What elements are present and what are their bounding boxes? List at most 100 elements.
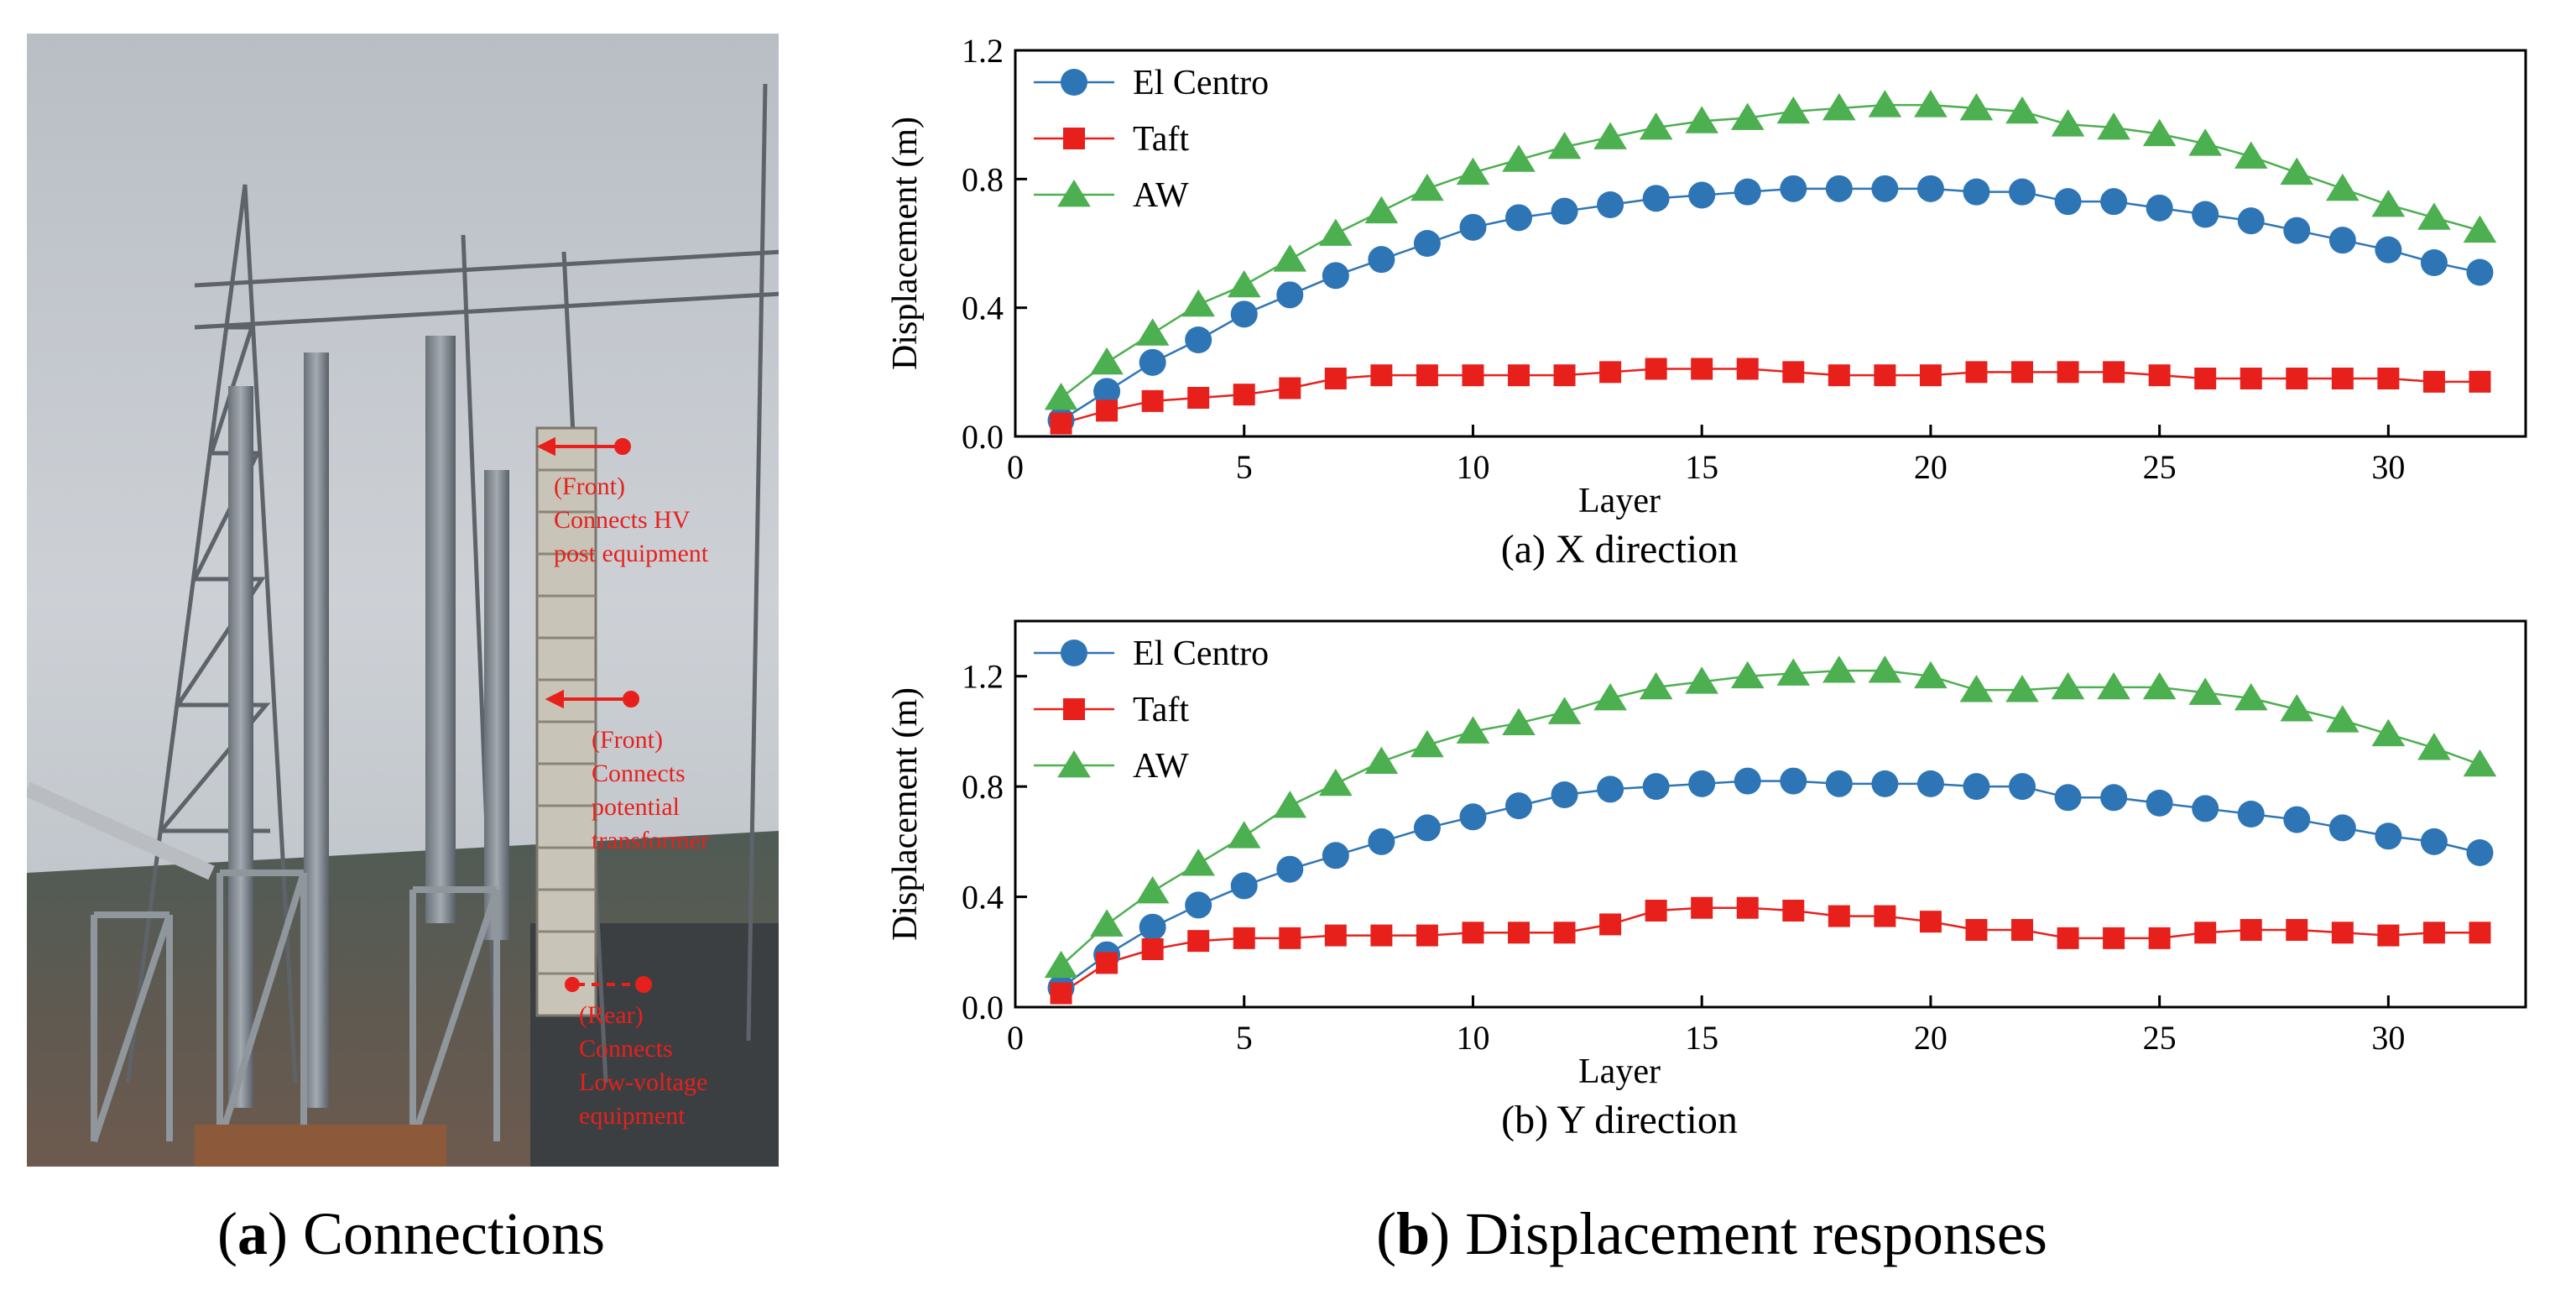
data-point: [1642, 185, 1670, 212]
data-point: [1502, 708, 1536, 735]
data-point: [2234, 683, 2268, 711]
data-point: [1776, 658, 1811, 686]
data-point: [1688, 770, 1716, 797]
data-point: [2326, 705, 2360, 733]
data-point: [2377, 924, 2400, 947]
panel-b-title: Displacement responses: [1465, 1200, 2047, 1267]
data-point: [2375, 236, 2402, 264]
x-axis-label: Layer: [1578, 482, 1661, 520]
data-point: [2146, 789, 2173, 817]
data-point: [1871, 175, 1899, 202]
data-point: [2463, 215, 2497, 243]
data-point: [1782, 361, 1805, 384]
data-point: [1185, 891, 1212, 919]
data-point: [2466, 839, 2494, 866]
data-point: [1828, 364, 1850, 387]
data-point: [1227, 269, 1261, 298]
data-point: [1187, 930, 1210, 953]
data-point: [2417, 202, 2451, 230]
data-point: [1691, 896, 1713, 919]
annotation-line: (Rear): [579, 1001, 644, 1029]
annotation-line: equipment: [579, 1102, 686, 1130]
data-point: [1139, 913, 1166, 941]
x-tick-label: 5: [1236, 1019, 1253, 1057]
annotation-line: (Front): [592, 726, 663, 754]
data-point: [1645, 358, 1667, 380]
legend-marker: [1061, 69, 1087, 96]
data-point: [2420, 828, 2448, 855]
subcaption: (b) Y direction: [1501, 1098, 1738, 1142]
data-point: [1227, 821, 1261, 849]
series-line-taft: [1060, 906, 2480, 995]
annotation-line: Connects HV: [554, 506, 691, 534]
data-point: [2051, 109, 2085, 137]
legend-marker: [1061, 640, 1087, 666]
data-point: [1459, 213, 1487, 241]
data-point: [2237, 207, 2265, 235]
data-point: [2142, 671, 2177, 700]
data-point: [1828, 905, 1850, 927]
legend-marker: [1063, 698, 1085, 720]
data-point: [1139, 348, 1166, 376]
data-point: [1505, 792, 1532, 820]
annotation-2: (Front) Connects potential transformer: [592, 723, 709, 858]
legend-label: Taft: [1133, 120, 1189, 159]
data-point: [1547, 697, 1582, 724]
data-point: [1734, 767, 1761, 795]
data-point: [1553, 364, 1576, 387]
data-point: [1135, 318, 1170, 346]
data-point: [1456, 716, 1490, 744]
y-tick-label: 1.2: [962, 658, 1004, 696]
data-point: [1965, 919, 1988, 941]
data-point: [1963, 773, 1990, 801]
data-point: [2054, 188, 2082, 216]
annotation-line: potential: [592, 793, 680, 821]
x-tick-label: 30: [2371, 448, 2405, 486]
data-point: [2286, 368, 2308, 389]
data-point: [1141, 938, 1164, 960]
y-axis-label: Displacement (m): [886, 687, 925, 941]
data-point: [1050, 982, 1072, 1005]
data-point: [1642, 773, 1670, 801]
chart-svg: 0 5 10 15 20 25 30 0.0 0.4 0.8 1.2 Layer Displacemen…: [886, 619, 2527, 1142]
data-point: [2005, 675, 2039, 702]
data-point: [1370, 924, 1393, 947]
legend-marker: [1057, 750, 1091, 778]
x-tick-label: 10: [1456, 1019, 1489, 1057]
data-point: [2142, 118, 2177, 147]
x-axis-label: Layer: [1578, 1052, 1661, 1091]
data-point: [1508, 922, 1530, 944]
data-point: [1599, 361, 1622, 384]
annotation-3: (Rear) Connects Low-voltage equipment: [579, 999, 707, 1133]
data-point: [2377, 368, 2400, 389]
data-point: [1502, 144, 1536, 172]
data-point: [1914, 661, 1948, 689]
data-point: [1230, 300, 1258, 328]
data-point: [1141, 389, 1164, 412]
data-point: [2283, 806, 2311, 833]
data-point: [1551, 781, 1578, 808]
data-point: [1090, 347, 1124, 375]
data-point: [1096, 399, 1119, 422]
data-point: [2148, 364, 2171, 387]
x-tick-label: 20: [1914, 448, 1948, 486]
data-point: [1916, 770, 1944, 797]
data-point: [2194, 922, 2217, 944]
panel-a-letter: a: [237, 1200, 269, 1267]
data-point: [1462, 922, 1484, 944]
panel-a-title: Connections: [303, 1200, 605, 1267]
annotation-line: post equipment: [554, 540, 709, 567]
plot-frame: [1014, 619, 2527, 1009]
annotation-line: Connects: [579, 1035, 673, 1063]
series-line-taft: [1061, 368, 2480, 425]
data-point: [1959, 93, 1994, 121]
annotation-line: (Front): [554, 473, 625, 500]
data-point: [2286, 919, 2308, 941]
series-line-aw: [1060, 669, 2480, 967]
data-point: [1185, 326, 1212, 353]
chart-svg: 0 5 10 15 20 25 30 0.0 0.4 0.8 1.2 Layer Displacemen…: [886, 32, 2527, 572]
data-point: [1916, 175, 1944, 202]
data-point: [1736, 358, 1759, 380]
data-point: [1416, 924, 1438, 947]
data-point: [1096, 952, 1119, 974]
